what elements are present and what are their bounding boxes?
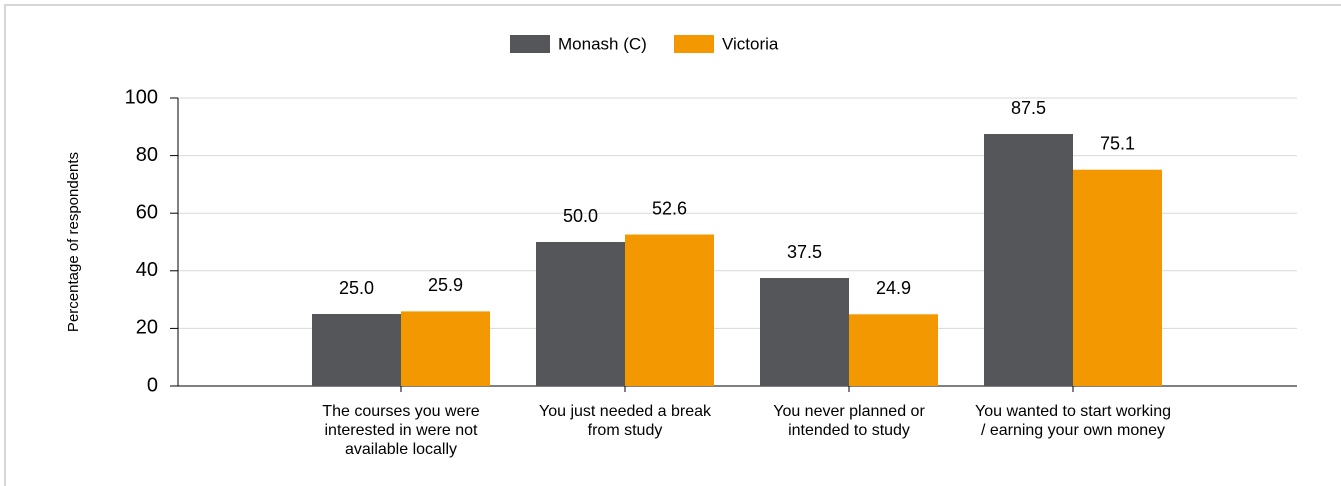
bar <box>1073 169 1162 386</box>
x-tick-label: You never planned or intended to study <box>773 403 925 439</box>
bar <box>984 134 1073 386</box>
x-tick-label: You just needed a break from study <box>539 403 711 439</box>
data-label: 75.1 <box>1100 133 1135 153</box>
x-tick-label: The courses you were interested in were … <box>322 403 480 458</box>
y-axis-label: Percentage of respondents <box>65 152 82 332</box>
y-tick-label: 100 <box>125 86 158 108</box>
data-label: 87.5 <box>1011 98 1046 118</box>
y-tick-label: 60 <box>136 201 158 223</box>
data-label: 50.0 <box>563 206 598 226</box>
x-tick-label: You wanted to start working / earning yo… <box>975 403 1171 439</box>
bar <box>536 242 625 386</box>
bar <box>401 311 490 386</box>
frame <box>4 4 1341 486</box>
legend-label: Monash (C) <box>558 34 647 53</box>
bar <box>849 314 938 386</box>
y-tick-label: 80 <box>136 144 158 166</box>
data-label: 25.0 <box>339 278 374 298</box>
bar <box>625 234 714 386</box>
data-label: 37.5 <box>787 242 822 262</box>
data-label: 25.9 <box>428 275 463 295</box>
data-label: 52.6 <box>652 198 687 218</box>
legend-swatch <box>674 35 714 53</box>
bar <box>760 278 849 386</box>
bar <box>312 314 401 386</box>
legend-swatch <box>510 35 550 53</box>
y-tick-label: 0 <box>147 374 158 396</box>
y-tick-label: 40 <box>136 259 158 281</box>
y-tick-label: 20 <box>136 317 158 339</box>
data-label: 24.9 <box>876 278 911 298</box>
legend-label: Victoria <box>722 34 779 53</box>
